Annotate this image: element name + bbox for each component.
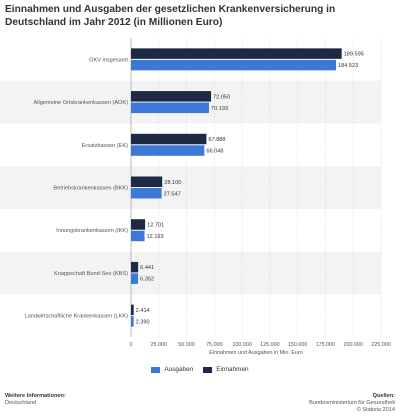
bar-ausgaben	[131, 230, 145, 242]
bar-ausgaben	[131, 316, 134, 327]
category-label: Innungskrankenkassen (IKK)	[56, 228, 128, 234]
x-tick-label: 200.000	[343, 342, 363, 348]
row-background	[0, 166, 381, 209]
category-label: Knappschaft Bund-See (KBS)	[54, 271, 128, 277]
x-tick-label: 175.000	[316, 342, 336, 348]
data-label-einnahmen: 2.414	[136, 308, 150, 314]
data-label-einnahmen: 12.701	[147, 222, 164, 228]
data-label-ausgaben: 6.352	[140, 277, 154, 283]
row-background	[0, 80, 381, 124]
footer-info-text: Deutschland	[5, 400, 37, 406]
footer-sources-line2: © Statista 2014	[356, 407, 395, 413]
data-label-einnahmen: 6.441	[140, 265, 154, 271]
footer-sources: Quellen: Bundesministerium für Gesundhei…	[309, 393, 395, 414]
bar-einnahmen	[131, 91, 212, 102]
category-label: Ersatzkassen (EK)	[82, 143, 128, 149]
category-label: Allgemeine Ortskrankenkassen (AOK)	[33, 100, 128, 106]
x-axis-title: Einnahmen und Ausgaben in Mio. Euro	[209, 350, 303, 356]
x-tick-label: 0	[130, 342, 133, 348]
data-label-ausgaben: 66.048	[206, 149, 223, 155]
bar-ausgaben	[131, 273, 139, 284]
data-label-einnahmen: 72.050	[213, 94, 230, 100]
legend-swatch-einnahmen	[203, 366, 213, 373]
bar-ausgaben	[131, 102, 209, 114]
footer-info-heading: Weitere Informationen:	[5, 393, 66, 399]
category-label: Landwirtschaftliche Krankenkassen (LKK)	[24, 314, 128, 320]
data-label-ausgaben: 2.390	[136, 319, 150, 325]
data-label-ausgaben: 70.193	[211, 106, 228, 112]
data-label-ausgaben: 27.547	[164, 191, 181, 197]
legend-label-ausgaben: Ausgaben	[164, 366, 194, 373]
bar-ausgaben	[131, 145, 205, 156]
data-label-einnahmen: 189.595	[344, 52, 364, 58]
footer-sources-line1[interactable]: Bundesministerium für Gesundheit	[309, 400, 395, 406]
row-background	[0, 251, 381, 295]
x-tick-label: 100.000	[232, 342, 252, 348]
chart-title: Einnahmen und Ausgaben der gesetzlichen …	[5, 4, 336, 28]
footer-info: Weitere Informationen: Deutschland	[5, 393, 66, 407]
bar-ausgaben	[131, 188, 162, 199]
bar-ausgaben	[131, 59, 337, 71]
bar-einnahmen	[131, 219, 146, 230]
bar-einnahmen	[131, 176, 163, 187]
x-tick-label: 150.000	[288, 342, 308, 348]
bar-einnahmen	[131, 304, 134, 316]
bar-einnahmen	[131, 261, 139, 273]
bar-einnahmen	[131, 48, 342, 59]
legend-label-einnahmen: Einnahmen	[216, 366, 249, 373]
data-label-ausgaben: 12.193	[147, 234, 164, 240]
data-label-einnahmen: 28.100	[164, 180, 181, 186]
legend-item-ausgaben[interactable]: Ausgaben	[151, 366, 193, 373]
legend-item-einnahmen[interactable]: Einnahmen	[203, 366, 249, 373]
bar-chart: 0 25.000 50.000 75.000 100.000 125.000 150.000…	[0, 38, 391, 356]
data-label-ausgaben: 184.523	[338, 63, 358, 69]
bar-einnahmen	[131, 133, 207, 145]
legend: Ausgaben Einnahmen	[0, 366, 400, 373]
category-label: Betriebskrankenkassen (BKK)	[53, 186, 128, 192]
x-tick-label: 125.000	[260, 342, 280, 348]
footer-sources-heading: Quellen:	[372, 393, 395, 399]
x-tick-label: 75.000	[206, 342, 223, 348]
legend-swatch-ausgaben	[151, 366, 161, 373]
x-tick-label: 225.000	[371, 342, 391, 348]
x-tick-label: 25.000	[151, 342, 168, 348]
x-tick-label: 50.000	[178, 342, 195, 348]
data-label-einnahmen: 67.888	[208, 137, 225, 143]
category-label: GKV insgesamt	[89, 57, 128, 63]
